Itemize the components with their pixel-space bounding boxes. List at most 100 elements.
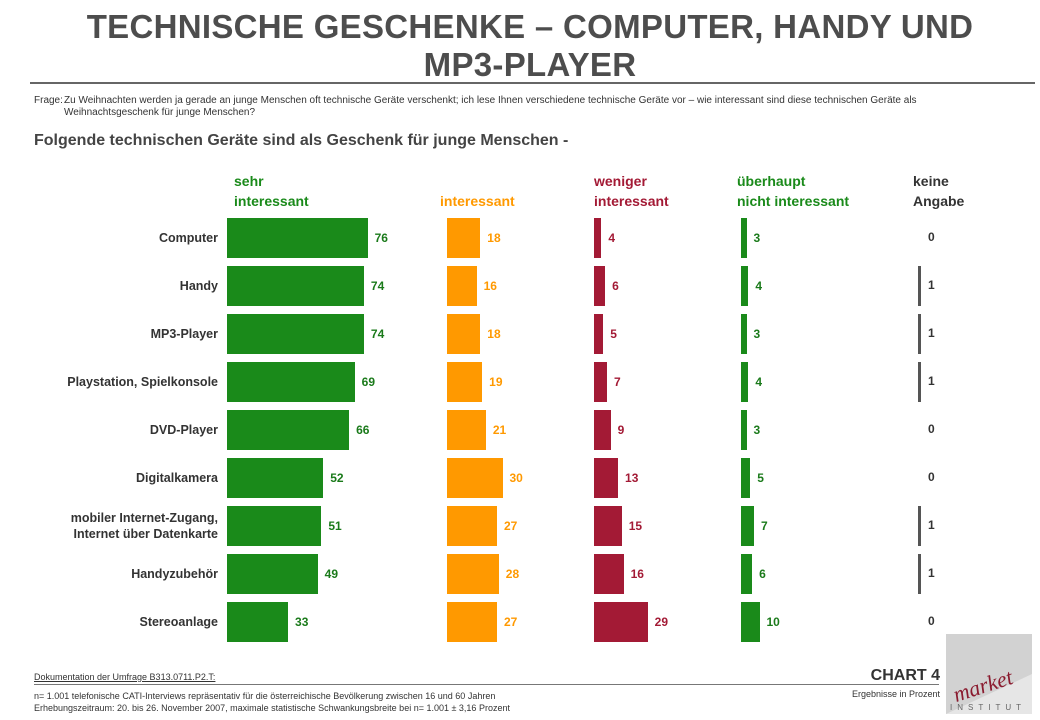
column-header-line2: Angabe (913, 193, 965, 209)
value-label-1: 66 (356, 423, 370, 437)
value-label-1: 74 (370, 327, 385, 341)
bar-3 (594, 554, 624, 594)
column-header-line2: interessant (234, 193, 309, 209)
value-label-3: 9 (617, 423, 625, 437)
value-label-5: 1 (928, 326, 935, 340)
bar-5 (918, 266, 921, 306)
column-header-line2: nicht interessant (737, 193, 850, 209)
bar-3 (594, 602, 648, 642)
value-label-4: 3 (753, 231, 761, 245)
bar-1 (227, 266, 364, 306)
column-header-5: keine Angabe (913, 171, 964, 211)
chart-number: CHART 4 (870, 667, 940, 684)
value-label-1: 74 (370, 279, 385, 293)
category-label: Digitalkamera (136, 471, 218, 485)
bar-4 (741, 458, 751, 498)
bar-1 (227, 218, 368, 258)
value-label-4: 10 (766, 615, 780, 629)
value-label-4: 6 (759, 567, 766, 581)
footer-divider (34, 684, 939, 685)
value-label-1: 52 (330, 471, 344, 485)
chart-unit-note: Ergebnisse in Prozent (851, 689, 940, 699)
bar-1 (227, 362, 355, 402)
column-header-2: interessant (440, 171, 515, 211)
category-label: Computer (158, 231, 218, 245)
bar-4 (741, 266, 749, 306)
value-label-4: 7 (760, 519, 768, 533)
bar-3 (594, 218, 602, 258)
bar-2 (447, 362, 483, 402)
column-header-4: überhaupt nicht interessant (737, 171, 849, 211)
column-header-line2: interessant (440, 193, 515, 209)
column-header-line1: sehr (234, 173, 264, 189)
value-label-3: 5 (610, 327, 617, 341)
value-label-2: 16 (483, 279, 497, 293)
bar-1 (227, 410, 350, 450)
bar-2 (447, 410, 486, 450)
bar-2 (447, 602, 497, 642)
column-header-1: sehr interessant (234, 171, 309, 211)
category-label: Handy (179, 279, 218, 293)
logo-sub: INSTITUT (950, 703, 1026, 712)
documentation-link[interactable]: Dokumentation der Umfrage B313.0711.P2.T… (34, 672, 216, 682)
value-label-3: 6 (612, 279, 619, 293)
value-label-1: 76 (374, 231, 388, 245)
bar-3 (594, 410, 611, 450)
value-label-5: 0 (928, 230, 935, 244)
value-label-3: 7 (613, 375, 621, 389)
category-label: MP3-Player (150, 327, 218, 341)
column-header-3: weniger interessant (594, 171, 669, 211)
bar-3 (594, 362, 607, 402)
bar-3 (594, 266, 606, 306)
value-label-2: 30 (509, 471, 523, 485)
value-label-3: 4 (608, 231, 616, 245)
bar-2 (447, 266, 477, 306)
footer-note: n= 1.001 telefonische CATI-Interviews re… (34, 690, 510, 714)
value-label-2: 18 (487, 327, 501, 341)
page-title: TECHNISCHE GESCHENKE – COMPUTER, HANDY U… (86, 8, 974, 83)
bar-2 (447, 458, 503, 498)
bar-2 (447, 218, 481, 258)
bar-2 (447, 554, 499, 594)
value-label-5: 0 (928, 614, 935, 628)
column-header-line1: überhaupt (737, 173, 806, 189)
value-label-4: 3 (753, 327, 761, 341)
bar-1 (227, 602, 289, 642)
bar-3 (594, 458, 619, 498)
bar-3 (594, 506, 622, 546)
market-logo: market INSTITUT (946, 634, 1032, 714)
value-label-1: 51 (328, 519, 342, 533)
value-label-5: 1 (928, 278, 935, 292)
footer-note-line2: Erhebungszeitraum: 20. bis 26. November … (34, 703, 510, 713)
value-label-2: 27 (503, 615, 518, 629)
value-label-2: 19 (489, 375, 503, 389)
bar-4 (741, 410, 747, 450)
value-label-3: 13 (625, 471, 639, 485)
column-header-line1: weniger (594, 173, 647, 189)
bar-4 (741, 314, 747, 354)
value-label-3: 29 (654, 615, 668, 629)
value-label-2: 18 (487, 231, 501, 245)
category-label: Handyzubehör (131, 567, 218, 581)
value-label-1: 33 (295, 615, 309, 629)
bar-4 (741, 554, 753, 594)
bar-2 (447, 506, 497, 546)
bar-3 (594, 314, 604, 354)
value-label-3: 16 (630, 567, 644, 581)
title-divider (30, 82, 1035, 84)
bar-4 (741, 506, 754, 546)
value-label-5: 1 (928, 566, 935, 580)
bar-2 (447, 314, 481, 354)
category-label: Stereoanlage (139, 615, 218, 629)
bar-4 (741, 602, 760, 642)
bar-5 (918, 506, 921, 546)
chart-subtitle: Folgende technischen Geräte sind als Ges… (34, 132, 569, 149)
value-label-3: 15 (628, 519, 643, 533)
bar-1 (227, 458, 324, 498)
value-label-5: 0 (928, 470, 935, 484)
category-label: mobiler Internet-Zugang, Internet über Da… (70, 511, 218, 541)
bar-1 (227, 554, 318, 594)
column-header-line1 (440, 171, 515, 191)
column-header-line2: interessant (594, 193, 669, 209)
question-label: Frage: (34, 95, 63, 106)
